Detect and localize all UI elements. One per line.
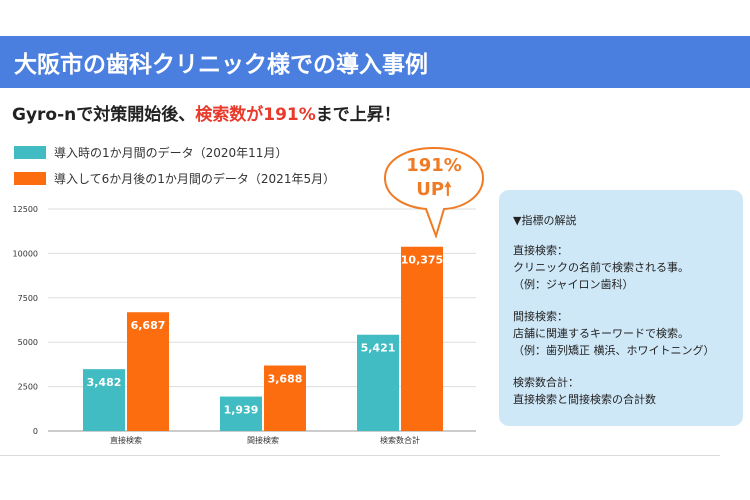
info-title: ▼指標の解説 xyxy=(513,214,577,227)
bar-after xyxy=(264,365,306,431)
growth-callout: 191% UP🠕 xyxy=(382,146,494,238)
info-line: 直接検索と間接検索の合計数 xyxy=(513,393,656,406)
speech-bubble xyxy=(383,146,485,238)
bar-value-label: 1,939 xyxy=(224,404,259,417)
headline-prefix: Gyro-nで対策開始後、 xyxy=(12,105,196,125)
legend-item-after: 導入して6か月後の1か月間のデータ（2021年5月） xyxy=(14,167,335,189)
info-section-indirect: 間接検索： 店舗に関連するキーワードで検索。 （例：歯列矯正 横浜、ホワイトニン… xyxy=(513,308,715,359)
y-tick-label: 10000 xyxy=(13,249,38,258)
up-arrow-icon: 🠕 xyxy=(444,179,452,200)
callout-percent: 191% xyxy=(406,155,462,176)
bar-value-label: 10,375 xyxy=(401,254,443,267)
y-tick-label: 7500 xyxy=(18,294,38,303)
headline-suffix: まで上昇！ xyxy=(315,105,401,125)
legend-swatch-after xyxy=(14,171,46,185)
x-category-label: 直接検索 xyxy=(110,435,142,445)
y-tick-label: 5000 xyxy=(18,338,38,347)
title-banner: 大阪市の歯科クリニック様での導入事例 xyxy=(0,36,750,88)
x-category-label: 間接検索 xyxy=(247,435,279,445)
bar-after xyxy=(127,312,169,431)
info-section-total: 検索数合計： 直接検索と間接検索の合計数 xyxy=(513,374,656,408)
info-heading: 検索数合計： xyxy=(513,376,579,389)
divider xyxy=(0,455,720,456)
chart-legend: 導入時の1か月間のデータ（2020年11月） 導入して6か月後の1か月間のデータ… xyxy=(14,141,335,193)
y-tick-label: 0 xyxy=(33,427,38,436)
info-section-direct: 直接検索： クリニックの名前で検索される事。 （例：ジャイロン歯科） xyxy=(513,242,689,293)
bar-value-label: 3,482 xyxy=(87,376,122,389)
info-line: クリニックの名前で検索される事。 xyxy=(513,261,689,274)
bar-value-label: 3,688 xyxy=(268,373,303,386)
headline-highlight: 検索数が191% xyxy=(195,105,316,125)
headline: Gyro-nで対策開始後、検索数が191%まで上昇！ xyxy=(12,100,401,125)
info-box: ▼指標の解説 直接検索： クリニックの名前で検索される事。 （例：ジャイロン歯科… xyxy=(499,190,743,426)
bar-value-label: 5,421 xyxy=(361,342,396,355)
bar-before xyxy=(357,334,399,431)
info-line: 店舗に関連するキーワードで検索。 xyxy=(513,327,689,340)
legend-item-before: 導入時の1か月間のデータ（2020年11月） xyxy=(14,141,335,163)
x-category-label: 検索数合計 xyxy=(380,435,420,445)
info-line: （例：ジャイロン歯科） xyxy=(513,278,634,291)
legend-swatch-before xyxy=(14,145,46,159)
info-line: （例：歯列矯正 横浜、ホワイトニング） xyxy=(513,344,715,357)
info-heading: 直接検索： xyxy=(513,244,568,257)
bar-value-label: 6,687 xyxy=(131,319,166,332)
callout-text: 191% UP🠕 xyxy=(382,154,486,202)
bar-before xyxy=(220,396,262,431)
legend-label-before: 導入時の1か月間のデータ（2020年11月） xyxy=(54,145,288,160)
bar-after xyxy=(401,246,443,431)
y-tick-label: 12500 xyxy=(13,205,38,214)
page-title: 大阪市の歯科クリニック様での導入事例 xyxy=(14,52,428,78)
callout-up: UP xyxy=(416,179,445,200)
info-heading: 間接検索： xyxy=(513,310,568,323)
legend-label-after: 導入して6か月後の1か月間のデータ（2021年5月） xyxy=(54,171,336,186)
y-tick-label: 2500 xyxy=(18,383,38,392)
bar-before xyxy=(83,369,125,431)
bar-chart: 0 2500 5000 7500 10000 12500 3,482 6,687 直接検索 1,… xyxy=(13,205,476,445)
